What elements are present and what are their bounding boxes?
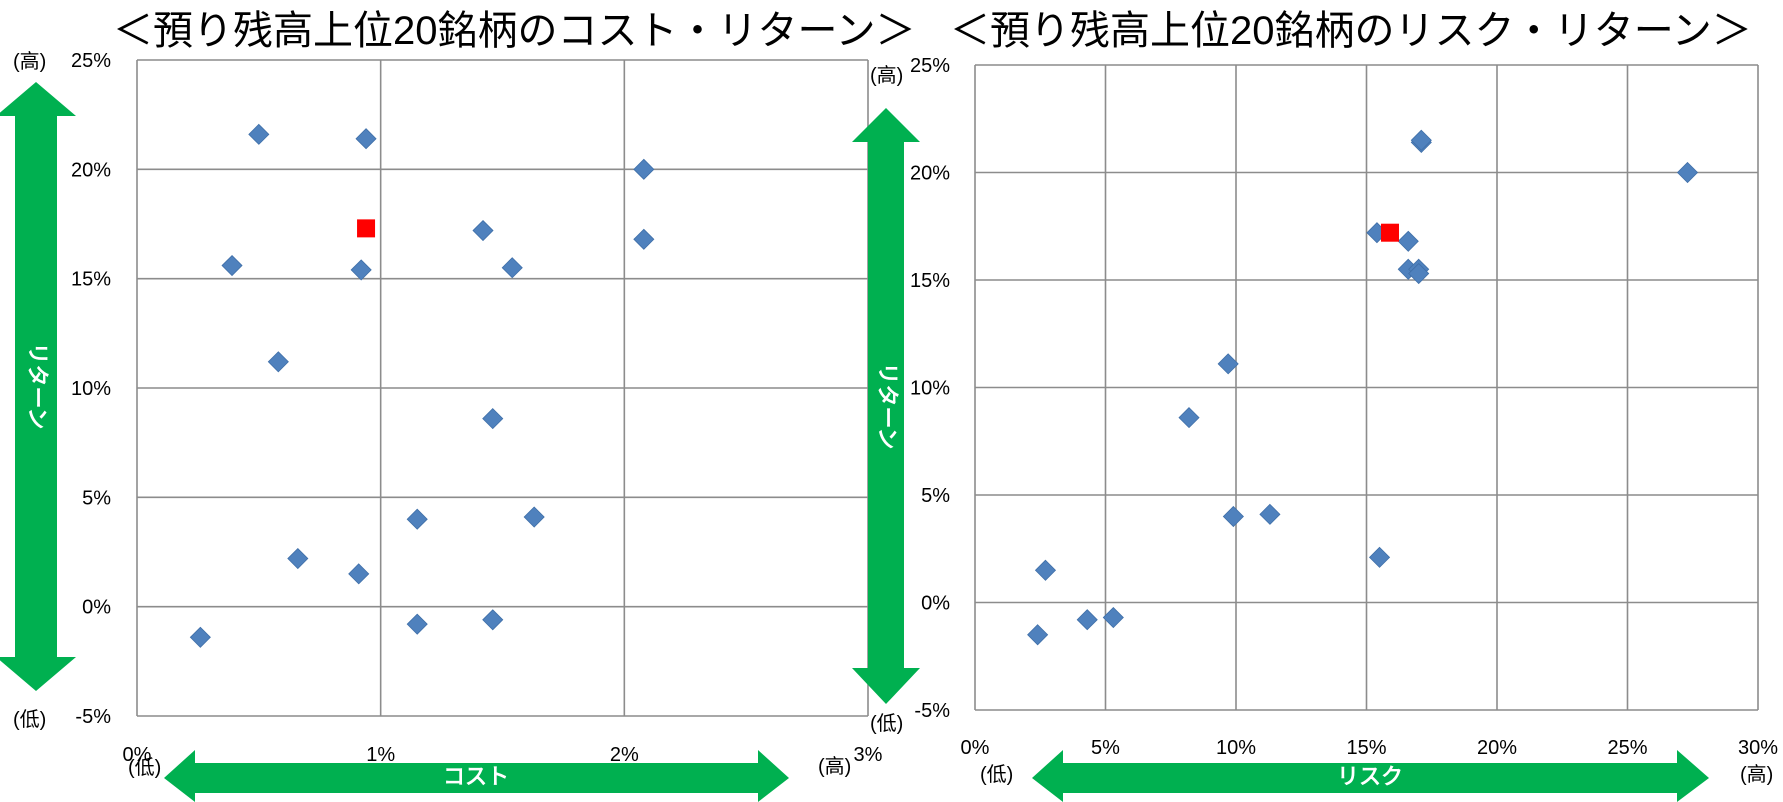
risk-return-y-tick-label: 0%	[921, 593, 950, 615]
return-arrow-right-label: リターン	[875, 363, 900, 450]
cost-return-y-tick-label: 20%	[71, 159, 111, 181]
cost-x-low-label: (低)	[128, 756, 161, 779]
risk-x-high-label: (高)	[1740, 763, 1773, 786]
risk-return-data-point	[1397, 230, 1419, 252]
risk-return-data-point	[1102, 606, 1124, 629]
cost-x-high-label: (高)	[818, 755, 851, 778]
cost-return-y-low-label: (低)	[13, 708, 46, 731]
risk-return-x-tick-label: 15%	[1346, 737, 1386, 759]
return-arrow-left-label: リターン	[25, 343, 50, 430]
risk-return-chart: ＜預り残高上位20銘柄のリスク・リターン＞ -5% 0% 5% 10% 15% 20% 25…	[852, 9, 1778, 802]
cost-arrow-label: コスト	[443, 764, 509, 789]
risk-return-highlight-point	[1380, 223, 1399, 242]
cost-return-points	[189, 123, 655, 648]
risk-arrow	[1032, 750, 1709, 802]
cost-return-data-point	[501, 257, 523, 279]
risk-return-data-point	[1222, 505, 1244, 528]
risk-return-data-point	[1259, 503, 1281, 525]
cost-return-data-point	[482, 609, 504, 631]
risk-return-data-point	[1027, 624, 1049, 646]
cost-return-y-high-label: (高)	[13, 50, 46, 73]
cost-return-y-tick-label: 0%	[82, 597, 111, 619]
cost-return-x-ticks: 0% 1% 2% 3%	[123, 744, 883, 766]
cost-return-highlight-point	[357, 219, 376, 238]
cost-return-data-point	[633, 158, 655, 180]
return-arrow-left	[0, 82, 76, 691]
risk-return-y-tick-label: 15%	[910, 270, 950, 292]
cost-return-data-point	[406, 508, 428, 530]
cost-return-data-point	[348, 563, 370, 585]
risk-return-data-point	[1410, 129, 1432, 151]
return-arrow-right	[852, 108, 920, 704]
cost-return-data-point	[406, 613, 428, 635]
risk-return-data-point	[1034, 559, 1057, 581]
risk-x-low-label: (低)	[980, 763, 1013, 786]
risk-return-y-low-label: (低)	[870, 712, 903, 735]
risk-return-x-tick-label: 10%	[1216, 737, 1256, 759]
cost-return-y-tick-label: 15%	[71, 269, 111, 291]
cost-return-y-tick-label: 25%	[71, 50, 111, 72]
cost-return-x-tick-label: 3%	[854, 744, 883, 766]
risk-return-y-ticks: -5% 0% 5% 10% 15% 20% 25%	[910, 55, 950, 722]
cost-return-y-tick-label: 5%	[82, 487, 111, 509]
cost-return-grid	[136, 59, 869, 717]
cost-return-x-tick-label: 1%	[366, 744, 395, 766]
risk-return-x-tick-label: 30%	[1738, 737, 1778, 759]
cost-return-data-point	[633, 228, 655, 250]
cost-return-data-point	[350, 259, 372, 281]
risk-return-x-ticks: 0% 5% 10% 15% 20% 25% 30%	[961, 737, 1779, 759]
cost-return-title: ＜預り残高上位20銘柄のコスト・リターン＞	[113, 9, 916, 53]
risk-return-data-point	[1676, 161, 1699, 184]
risk-return-y-tick-label: 25%	[910, 55, 950, 77]
risk-return-x-tick-label: 0%	[961, 737, 990, 759]
cost-return-data-point	[472, 219, 494, 242]
cost-return-x-tick-label: 0%	[123, 744, 152, 766]
risk-return-data-point	[1076, 609, 1098, 631]
risk-return-y-high-label: (高)	[870, 64, 903, 87]
risk-return-data-point	[1368, 546, 1391, 568]
risk-return-points	[1027, 129, 1699, 646]
cost-return-y-tick-label: -5%	[75, 706, 111, 728]
risk-return-y-tick-label: 5%	[921, 485, 950, 507]
cost-return-chart: ＜預り残高上位20銘柄のコスト・リターン＞ -5% 0% 5% 10% 15% 20% 25…	[0, 9, 916, 802]
risk-return-data-point	[1178, 407, 1200, 429]
cost-return-data-point	[248, 123, 270, 145]
cost-return-data-point	[287, 547, 309, 570]
risk-return-data-point	[1217, 353, 1239, 375]
risk-return-y-tick-label: 20%	[910, 163, 950, 185]
cost-return-x-tick-label: 2%	[610, 744, 639, 766]
cost-return-data-point	[221, 254, 243, 277]
risk-return-x-tick-label: 5%	[1091, 737, 1120, 759]
risk-return-grid	[974, 64, 1759, 711]
cost-return-data-point	[189, 626, 211, 648]
risk-return-x-tick-label: 20%	[1477, 737, 1517, 759]
cost-return-data-point	[523, 506, 545, 528]
cost-return-data-point	[355, 128, 377, 150]
cost-return-y-ticks: -5% 0% 5% 10% 15% 20% 25%	[71, 50, 111, 728]
risk-return-data-point	[1408, 262, 1430, 285]
risk-return-y-tick-label: -5%	[914, 700, 950, 722]
risk-return-x-tick-label: 25%	[1607, 737, 1647, 759]
risk-arrow-label: リスク	[1337, 764, 1403, 789]
cost-return-y-tick-label: 10%	[71, 378, 111, 400]
cost-arrow	[164, 750, 789, 802]
risk-return-title: ＜預り残高上位20銘柄のリスク・リターン＞	[950, 9, 1752, 53]
cost-return-data-point	[482, 408, 504, 430]
cost-return-data-point	[267, 351, 289, 373]
risk-return-y-tick-label: 10%	[910, 378, 950, 400]
